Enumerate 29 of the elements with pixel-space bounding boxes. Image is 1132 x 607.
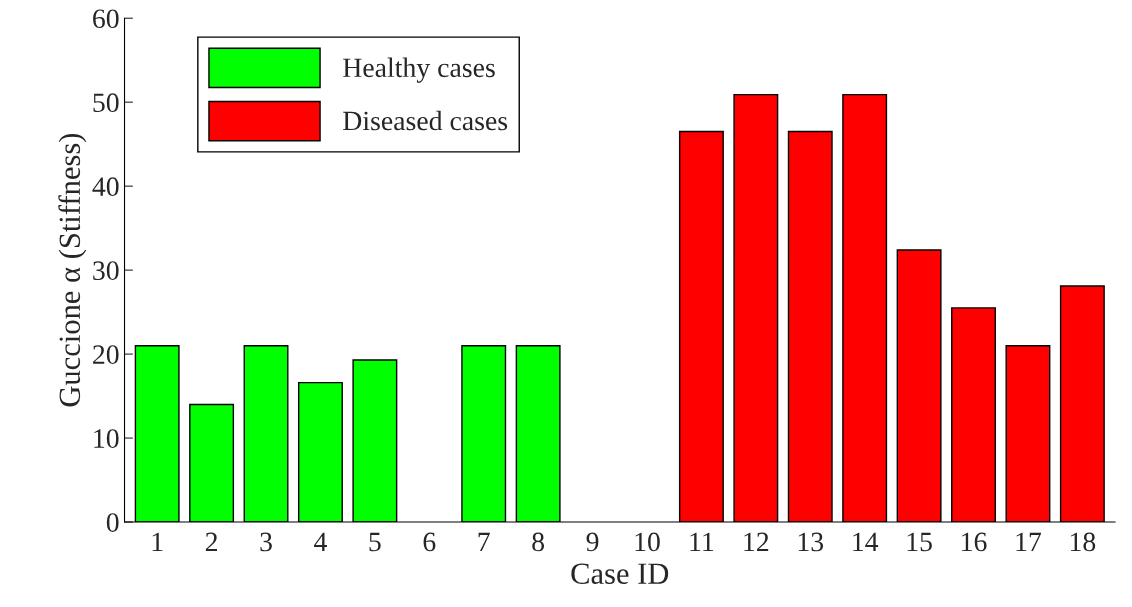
x-tick-label: 11 — [690, 532, 714, 552]
x-axis-title: Case ID — [571, 563, 669, 584]
x-tick-label: 8 — [532, 532, 545, 552]
y-tick-label: 30 — [93, 261, 119, 281]
x-tick-label: 9 — [586, 532, 599, 552]
x-tick-label: 14 — [853, 532, 879, 552]
x-tick-label: 7 — [478, 532, 490, 552]
x-tick-label: 18 — [1070, 532, 1096, 552]
y-tick-label: 0 — [106, 513, 119, 532]
x-tick-label: 3 — [260, 532, 272, 552]
x-tick-label: 5 — [369, 532, 381, 552]
x-tick-label: 1 — [152, 532, 163, 552]
x-tick-label: 12 — [744, 532, 769, 552]
y-tick-label: 10 — [94, 429, 119, 448]
x-tick-label: 6 — [423, 532, 436, 552]
x-tick-label: 2 — [205, 532, 218, 552]
x-tick-label: 4 — [314, 532, 327, 552]
y-tick-label: 50 — [93, 93, 119, 113]
y-tick-label: 60 — [93, 9, 119, 29]
y-tick-label: 40 — [92, 177, 119, 197]
y-axis-title: Guccione α (Stiffness) — [58, 133, 87, 407]
x-tick-label: 17 — [1016, 532, 1042, 552]
x-tick-label: 15 — [907, 532, 932, 552]
legend-label: Healthy cases — [343, 57, 495, 83]
y-tick-label: 20 — [93, 345, 119, 364]
x-tick-label: 10 — [635, 532, 660, 552]
x-tick-label: 16 — [962, 532, 987, 552]
x-tick-label: 13 — [798, 532, 824, 552]
legend-label: Diseased cases — [343, 110, 508, 131]
